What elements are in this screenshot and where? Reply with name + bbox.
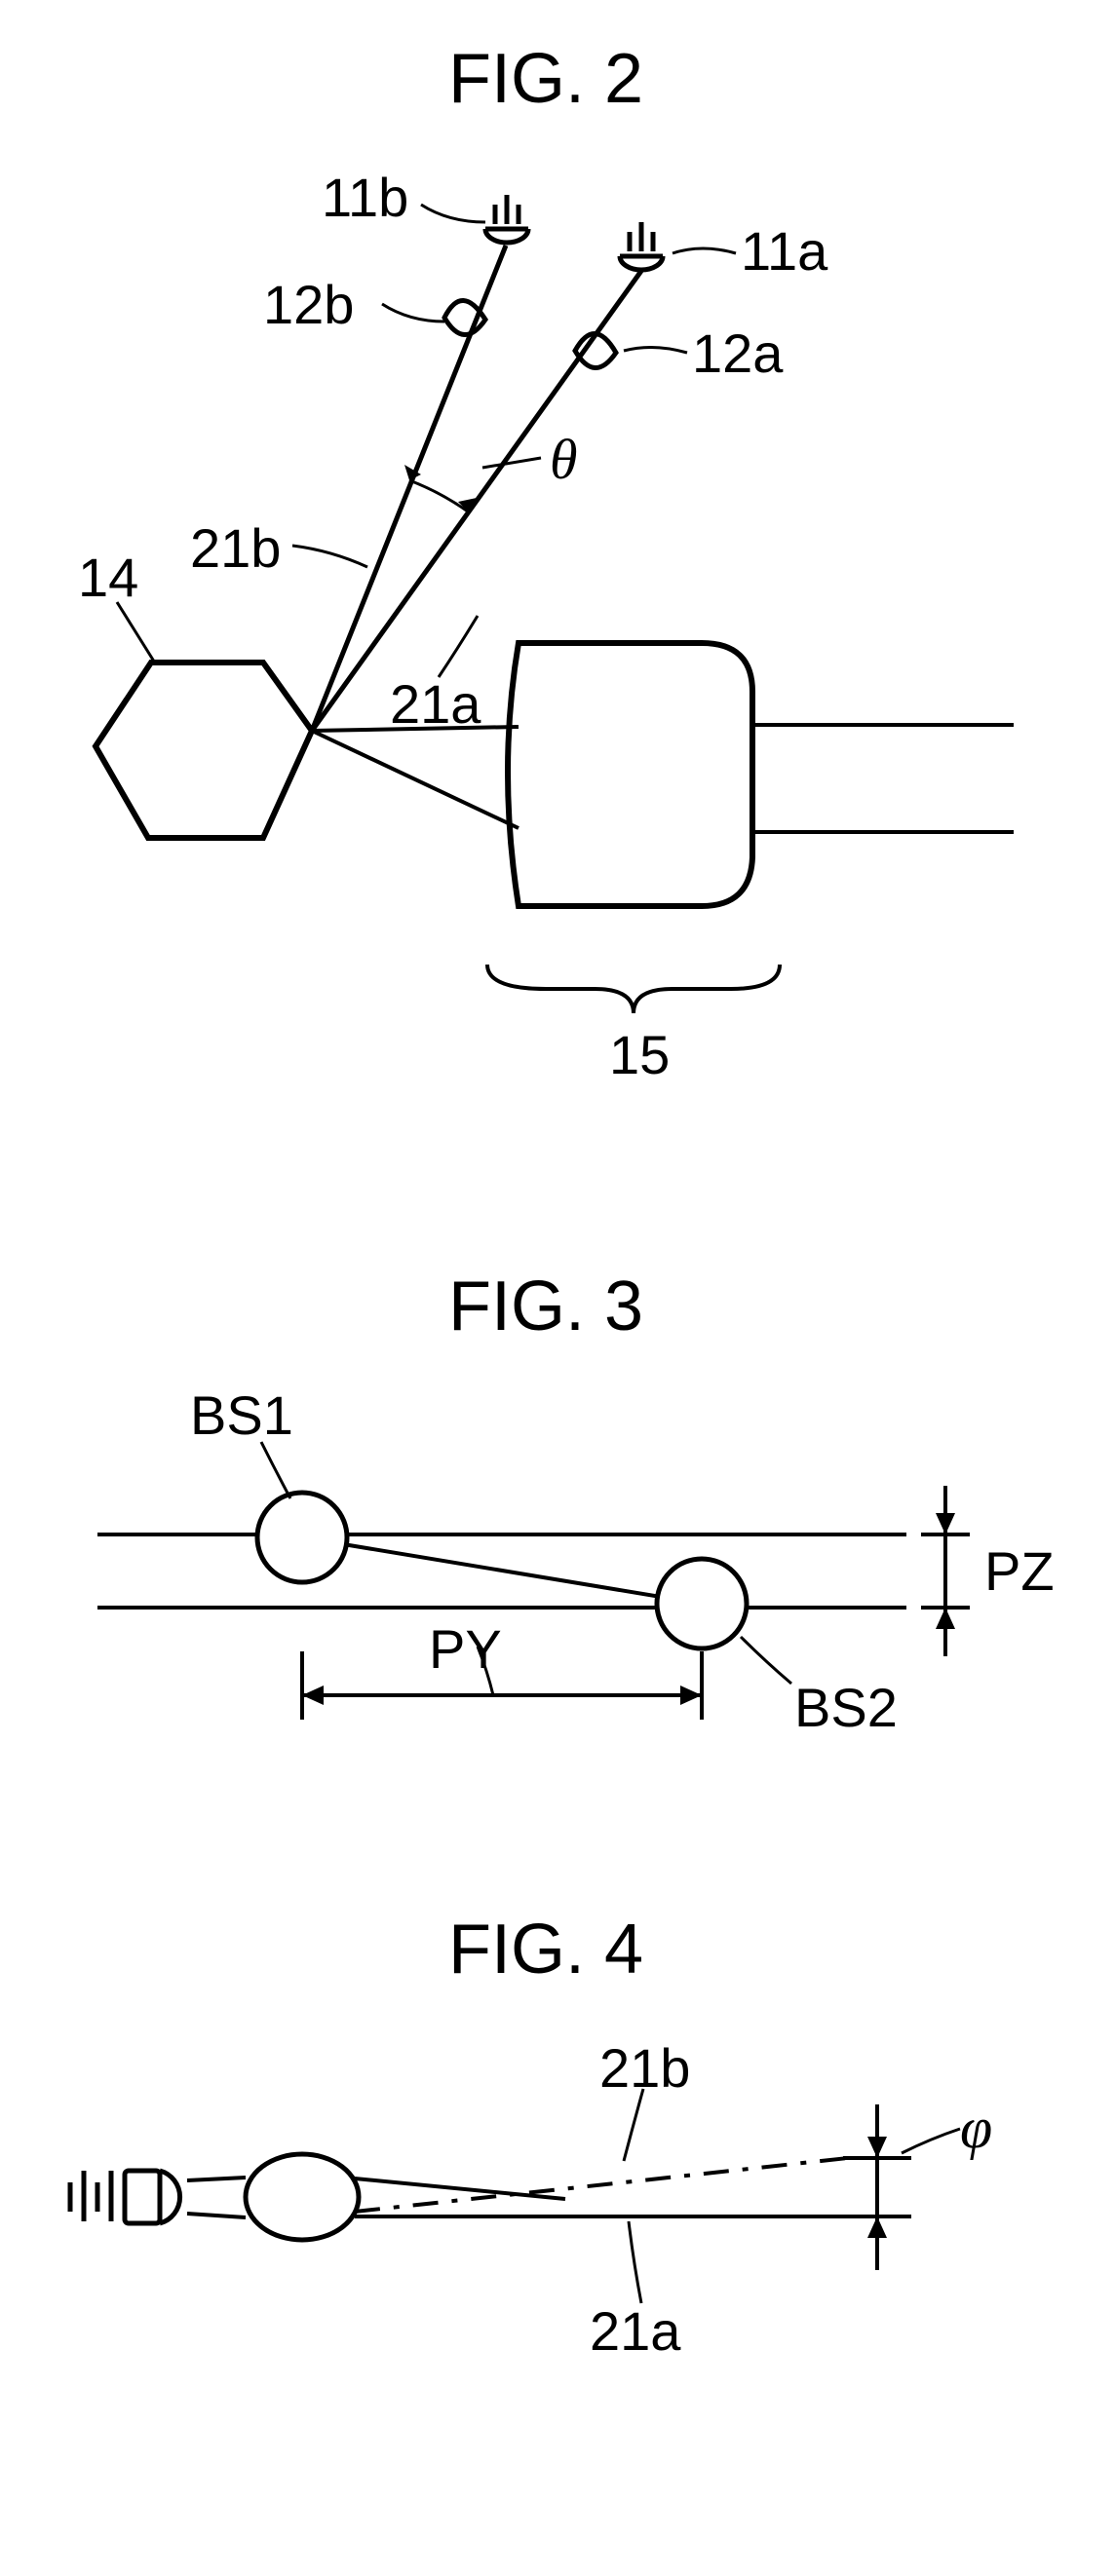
leader-theta [482,458,541,468]
leader-12b [382,304,444,322]
theta-arc [409,480,468,511]
fig4-svg [0,1910,1115,2494]
label-bs2: BS2 [794,1676,898,1739]
label-12b: 12b [263,273,354,336]
page: FIG. 2 [0,0,1115,2576]
beam-21a [312,271,641,731]
label-21a-fig4: 21a [590,2299,680,2363]
source-11a [620,222,663,270]
leader-21b-fig4 [624,2089,643,2161]
label-14: 14 [78,546,138,609]
label-12a: 12a [692,322,783,385]
source-11b [485,195,528,243]
label-21b-fig4: 21b [599,2036,690,2100]
label-21a: 21a [390,672,481,736]
scan-beam-lower [312,731,519,828]
label-15: 15 [609,1023,670,1086]
leader-12a [624,347,687,353]
spot-bs2 [657,1559,747,1648]
polygon-mirror [96,663,312,838]
leader-phi [902,2129,960,2153]
fig4-lens [246,2154,359,2240]
leader-11b [421,205,485,222]
label-bs1: BS1 [190,1383,293,1447]
ftheta-lens [508,643,752,906]
fig2-svg [0,0,1115,1267]
leader-14 [117,602,156,664]
label-pz: PZ [984,1539,1055,1603]
label-11a: 11a [741,219,827,283]
leader-21a [439,616,478,677]
leader-11a [673,248,736,253]
brace-15 [487,965,780,1013]
label-phi: φ [960,2095,992,2162]
label-21b: 21b [190,516,281,580]
fig4-source [70,2171,180,2223]
fig3-svg [0,1267,1115,1949]
label-py: PY [429,1617,502,1681]
leader-bs1 [261,1442,290,1498]
fig3-diag-line [302,1537,702,1604]
label-theta: θ [550,427,578,492]
label-11b: 11b [322,166,408,229]
leader-21a-fig4 [629,2221,641,2303]
leader-bs2 [741,1637,791,1684]
spot-bs1 [257,1493,347,1582]
leader-21b [292,546,367,567]
